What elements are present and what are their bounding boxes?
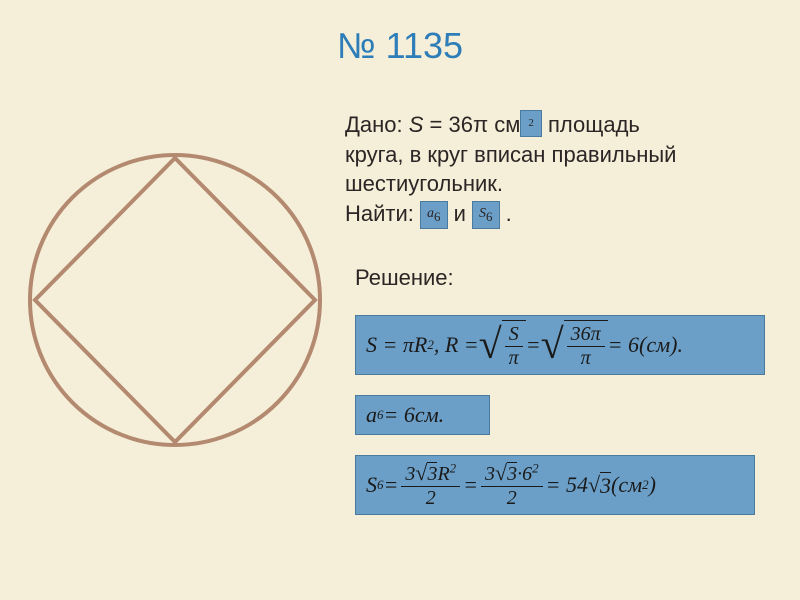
find-and: и	[448, 201, 473, 226]
given-value: = 36π см	[423, 112, 520, 137]
circle-shape	[30, 155, 320, 445]
given-text3: шестиугольник.	[345, 171, 503, 196]
given-text1: площадь	[542, 112, 640, 137]
formula-area: S6 = 3√3R2 2 = 3√3·62 2 = 54√3(см2)	[355, 455, 755, 515]
find-var2-box: S6	[472, 201, 500, 229]
geometry-diagram	[25, 150, 325, 455]
inscribed-polygon	[35, 158, 315, 442]
given-variable: S	[409, 112, 424, 137]
find-period: .	[500, 201, 512, 226]
find-var1-box: a6	[420, 201, 448, 229]
exponent-box: 2	[520, 110, 542, 137]
solution-label: Решение:	[355, 265, 454, 291]
formula-radius: S = πR2, R = √Sπ = √36ππ = 6(см).	[355, 315, 765, 375]
given-label: Дано:	[345, 112, 409, 137]
find-label: Найти:	[345, 201, 420, 226]
given-text2: круга, в круг вписан правильный	[345, 142, 676, 167]
formula-side: a6 = 6см.	[355, 395, 490, 435]
page-title: № 1135	[0, 0, 800, 67]
problem-statement: Дано: S = 36π см2 площадь круга, в круг …	[345, 110, 785, 229]
